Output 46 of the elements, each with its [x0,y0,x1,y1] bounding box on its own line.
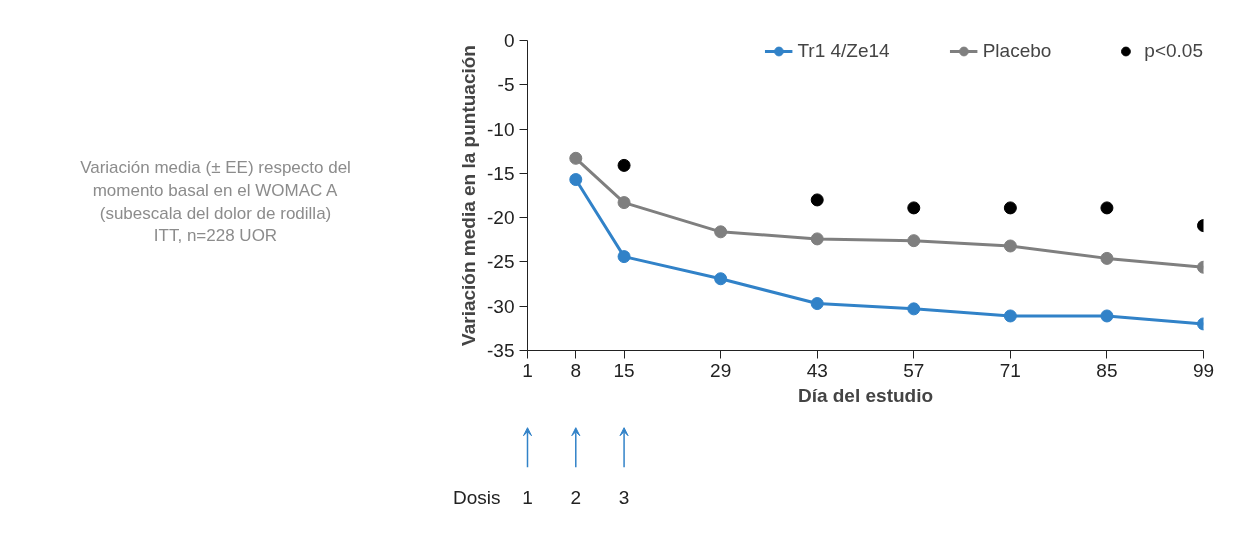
x-tick-label: 1 [522,359,533,381]
y-tick-label: -30 [487,295,515,317]
point [810,232,824,246]
x-tick-label: 29 [710,359,732,381]
legend-label: Placebo [982,40,1052,62]
point [1003,309,1017,323]
y-tick-label: 0 [503,30,515,51]
point [907,234,921,248]
y-tick-label: -20 [487,207,515,229]
point [1100,309,1114,323]
text: 1 [522,486,533,508]
point [810,193,824,207]
text: 3 [618,486,630,508]
point [810,297,824,311]
point [1003,201,1017,215]
x-tick-label: 57 [903,359,925,381]
point [907,201,921,215]
y-tick-label: -35 [487,340,515,361]
point [714,272,728,286]
x-tick-label: 85 [1096,359,1118,381]
text: 2 [570,486,582,508]
y-tick-label: -25 [487,251,515,273]
text: Dosis [452,486,501,508]
x-tick-label: 99 [1192,359,1215,381]
text: Variación media (± EE) respecto del momento basal en el WOMAC A (subescala del dolor de rodilla) ITT, n=228 UOR [80,158,351,246]
x-tick-label: 15 [613,359,635,381]
point [1100,251,1114,265]
x-tick-label: 8 [570,359,582,381]
point [617,250,631,264]
point [617,158,631,172]
legend-label: p<0.05 [1144,40,1203,62]
x-axis-title: Día del estudio [797,384,934,406]
y-axis-title: Variación media en la puntuación [458,45,480,346]
legend-label: Tr1 4/Ze14 [797,40,890,62]
point [1100,201,1114,215]
point [907,302,921,316]
point [617,196,631,210]
point [714,225,728,239]
x-tick-label: 71 [999,359,1021,381]
x-tick-label: 43 [806,359,828,381]
point [569,173,583,187]
y-tick-label: -15 [487,162,515,184]
y-tick-label: -10 [487,118,515,140]
point [569,151,583,165]
y-tick-label: -5 [497,74,515,96]
point [1003,239,1017,253]
